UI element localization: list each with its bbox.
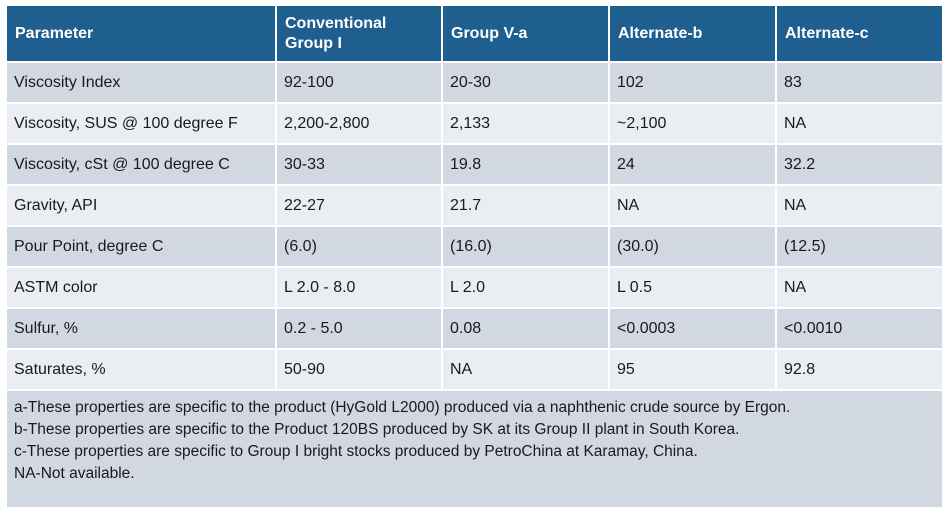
table-row: Viscosity, SUS @ 100 degree F 2,200-2,80… <box>5 102 944 145</box>
header-alternate-b: Alternate-b <box>608 6 777 62</box>
footnote-na: NA-Not available. <box>14 465 135 482</box>
cell-value: <0.0010 <box>775 307 944 350</box>
footnote-a: a-These properties are specific to the p… <box>14 399 791 416</box>
notes-row: a-These properties are specific to the p… <box>5 389 944 509</box>
table-row: ASTM color L 2.0 - 8.0 L 2.0 L 0.5 NA <box>5 266 944 309</box>
properties-table-container: Parameter Conventional Group I Group V-a… <box>5 6 944 509</box>
header-group-v-a: Group V-a <box>441 6 610 62</box>
cell-value: NA <box>441 348 610 391</box>
footnote-c: c-These properties are specific to Group… <box>14 443 698 460</box>
properties-table: Parameter Conventional Group I Group V-a… <box>5 6 944 509</box>
table-row: Sulfur, % 0.2 - 5.0 0.08 <0.0003 <0.0010 <box>5 307 944 350</box>
cell-value: (12.5) <box>775 225 944 268</box>
footnotes: a-These properties are specific to the p… <box>5 389 944 509</box>
cell-value: 83 <box>775 61 944 104</box>
cell-value: 92.8 <box>775 348 944 391</box>
cell-value: 2,200-2,800 <box>275 102 443 145</box>
cell-value: (30.0) <box>608 225 777 268</box>
cell-value: 2,133 <box>441 102 610 145</box>
cell-value: 24 <box>608 143 777 186</box>
cell-value: (6.0) <box>275 225 443 268</box>
cell-parameter: Viscosity, SUS @ 100 degree F <box>5 102 277 145</box>
header-conventional-group-i: Conventional Group I <box>275 6 443 62</box>
cell-value: 20-30 <box>441 61 610 104</box>
cell-value: 21.7 <box>441 184 610 227</box>
cell-value: L 2.0 <box>441 266 610 309</box>
cell-value: 95 <box>608 348 777 391</box>
cell-value: 22-27 <box>275 184 443 227</box>
header-alternate-c: Alternate-c <box>775 6 944 62</box>
cell-value: NA <box>775 266 944 309</box>
cell-value: 30-33 <box>275 143 443 186</box>
cell-value: NA <box>775 102 944 145</box>
cell-parameter: Viscosity Index <box>5 61 277 104</box>
cell-value: NA <box>608 184 777 227</box>
cell-parameter: ASTM color <box>5 266 277 309</box>
table-row: Gravity, API 22-27 21.7 NA NA <box>5 184 944 227</box>
cell-parameter: Saturates, % <box>5 348 277 391</box>
cell-value: (16.0) <box>441 225 610 268</box>
cell-value: 50-90 <box>275 348 443 391</box>
cell-value: 19.8 <box>441 143 610 186</box>
cell-parameter: Gravity, API <box>5 184 277 227</box>
cell-value: 102 <box>608 61 777 104</box>
cell-value: L 0.5 <box>608 266 777 309</box>
cell-value: 0.2 - 5.0 <box>275 307 443 350</box>
cell-value: 92-100 <box>275 61 443 104</box>
cell-parameter: Sulfur, % <box>5 307 277 350</box>
table-row: Viscosity, cSt @ 100 degree C 30-33 19.8… <box>5 143 944 186</box>
table-row: Viscosity Index 92-100 20-30 102 83 <box>5 61 944 104</box>
header-parameter: Parameter <box>5 6 277 62</box>
cell-parameter: Pour Point, degree C <box>5 225 277 268</box>
table-row: Pour Point, degree C (6.0) (16.0) (30.0)… <box>5 225 944 268</box>
cell-value: 32.2 <box>775 143 944 186</box>
cell-value: L 2.0 - 8.0 <box>275 266 443 309</box>
header-row: Parameter Conventional Group I Group V-a… <box>5 6 944 62</box>
footnote-b: b-These properties are specific to the P… <box>14 421 740 438</box>
cell-value: <0.0003 <box>608 307 777 350</box>
cell-value: NA <box>775 184 944 227</box>
cell-value: ~2,100 <box>608 102 777 145</box>
table-row: Saturates, % 50-90 NA 95 92.8 <box>5 348 944 391</box>
cell-value: 0.08 <box>441 307 610 350</box>
cell-parameter: Viscosity, cSt @ 100 degree C <box>5 143 277 186</box>
